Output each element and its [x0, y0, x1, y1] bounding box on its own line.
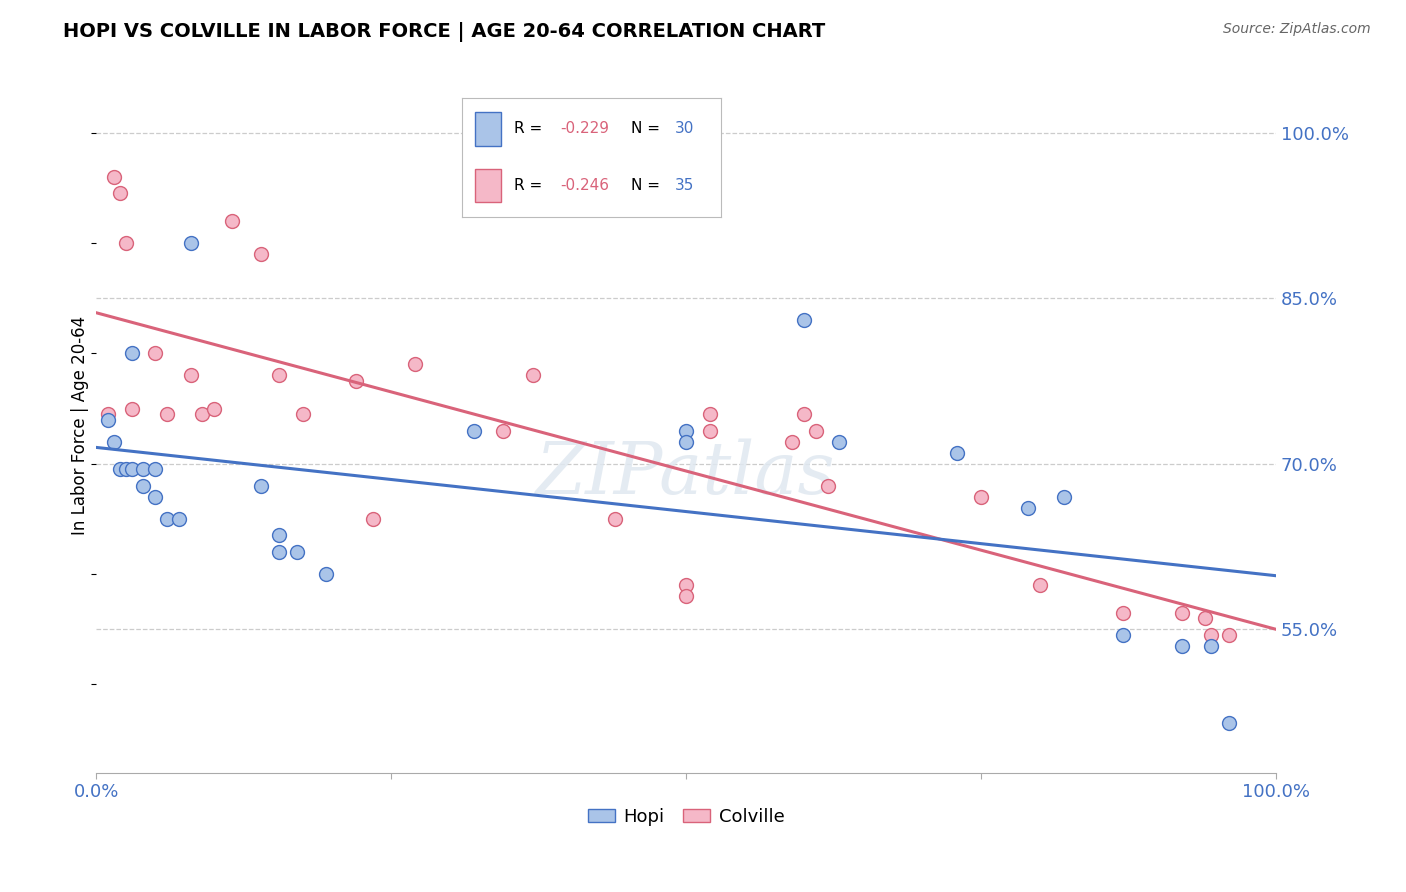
Y-axis label: In Labor Force | Age 20-64: In Labor Force | Age 20-64 [72, 316, 89, 534]
Point [121, 401, 143, 416]
Point [108, 462, 131, 476]
Point [1199, 639, 1222, 653]
Point [828, 434, 851, 449]
Point [817, 479, 839, 493]
Point [1194, 611, 1216, 625]
Point [143, 346, 166, 360]
Point [285, 545, 308, 559]
Point [1218, 716, 1240, 731]
Text: HOPI VS COLVILLE IN LABOR FORCE | AGE 20-64 CORRELATION CHART: HOPI VS COLVILLE IN LABOR FORCE | AGE 20… [63, 22, 825, 42]
Legend: Hopi, Colville: Hopi, Colville [581, 801, 792, 833]
Point [250, 479, 273, 493]
Point [291, 407, 314, 421]
Point [1052, 490, 1074, 504]
Point [780, 434, 803, 449]
Point [522, 368, 544, 383]
Point [132, 479, 155, 493]
Point [250, 247, 273, 261]
Point [1218, 628, 1240, 642]
Point [970, 490, 993, 504]
Point [675, 424, 697, 438]
Point [267, 528, 290, 542]
Point [180, 368, 202, 383]
Point [97, 412, 120, 426]
Point [675, 578, 697, 592]
Point [1170, 639, 1192, 653]
Point [97, 407, 120, 421]
Point [103, 169, 125, 184]
Point [202, 401, 225, 416]
Point [180, 235, 202, 250]
Point [946, 445, 969, 459]
Point [103, 434, 125, 449]
Point [156, 512, 179, 526]
Point [156, 407, 179, 421]
Point [404, 358, 426, 372]
Point [804, 424, 827, 438]
Point [114, 235, 136, 250]
Point [1029, 578, 1052, 592]
Point [1199, 628, 1222, 642]
Point [793, 407, 815, 421]
Point [1111, 628, 1133, 642]
Point [344, 374, 367, 388]
Point [1170, 606, 1192, 620]
Point [167, 512, 190, 526]
Point [191, 407, 214, 421]
Point [363, 512, 385, 526]
Point [675, 589, 697, 603]
Point [143, 462, 166, 476]
Point [1111, 606, 1133, 620]
Point [699, 424, 721, 438]
Point [108, 186, 131, 201]
Text: ZIPatlas: ZIPatlas [536, 439, 837, 509]
Point [675, 434, 697, 449]
Point [267, 368, 290, 383]
Point [132, 462, 155, 476]
Point [605, 512, 627, 526]
Point [221, 214, 243, 228]
Point [121, 462, 143, 476]
Point [143, 490, 166, 504]
Point [315, 567, 337, 582]
Point [492, 424, 515, 438]
Point [267, 545, 290, 559]
Point [1017, 500, 1039, 515]
Text: Source: ZipAtlas.com: Source: ZipAtlas.com [1223, 22, 1371, 37]
Point [699, 407, 721, 421]
Point [121, 346, 143, 360]
Point [463, 424, 485, 438]
Point [793, 313, 815, 327]
Point [114, 462, 136, 476]
